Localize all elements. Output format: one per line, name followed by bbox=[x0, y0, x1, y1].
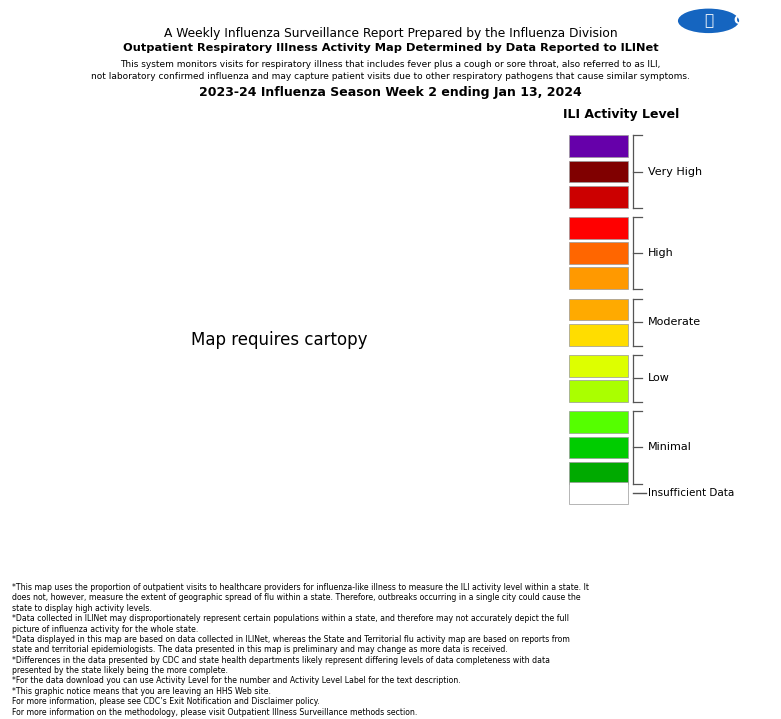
Text: *This graphic notice means that you are leaving an HHS Web site.: *This graphic notice means that you are … bbox=[12, 687, 271, 696]
Text: *Differences in the data presented by CDC and state health departments likely re: *Differences in the data presented by CD… bbox=[12, 656, 550, 664]
Text: For more information, please see CDC’s Exit Notification and Disclaimer policy.: For more information, please see CDC’s E… bbox=[12, 697, 319, 706]
Bar bbox=[569, 135, 628, 157]
Text: A Weekly Influenza Surveillance Report Prepared by the Influenza Division: A Weekly Influenza Surveillance Report P… bbox=[164, 27, 617, 40]
Bar bbox=[569, 411, 628, 433]
Text: 2023-24 Influenza Season Week 2 ending Jan 13, 2024: 2023-24 Influenza Season Week 2 ending J… bbox=[199, 86, 582, 99]
Text: CDC: CDC bbox=[734, 14, 762, 27]
Text: Moderate: Moderate bbox=[648, 317, 701, 327]
Text: High: High bbox=[648, 248, 674, 258]
Circle shape bbox=[677, 8, 740, 34]
Text: FLU: FLU bbox=[14, 6, 40, 19]
Text: 🦅: 🦅 bbox=[704, 14, 713, 28]
Bar bbox=[569, 160, 628, 183]
Text: not laboratory confirmed influenza and may capture patient visits due to other r: not laboratory confirmed influenza and m… bbox=[91, 72, 690, 81]
Bar bbox=[569, 380, 628, 402]
Bar bbox=[569, 436, 628, 459]
Text: For more information on the methodology, please visit Outpatient Illness Surveil: For more information on the methodology,… bbox=[12, 707, 417, 717]
Text: *For the data download you can use Activity Level for the number and Activity Le: *For the data download you can use Activ… bbox=[12, 677, 460, 685]
Text: state to display high activity levels.: state to display high activity levels. bbox=[12, 604, 152, 613]
Text: presented by the state likely being the more complete.: presented by the state likely being the … bbox=[12, 666, 227, 675]
Text: Low: Low bbox=[648, 373, 670, 383]
Text: interactive: interactive bbox=[29, 27, 77, 36]
Bar bbox=[569, 298, 628, 321]
Text: picture of influenza activity for the whole state.: picture of influenza activity for the wh… bbox=[12, 625, 198, 633]
Bar bbox=[569, 217, 628, 239]
Text: Very High: Very High bbox=[648, 167, 702, 177]
Bar bbox=[569, 324, 628, 346]
Bar bbox=[569, 267, 628, 289]
Bar bbox=[569, 482, 628, 504]
Text: ILI Activity Level: ILI Activity Level bbox=[562, 109, 679, 122]
Text: state and territorial epidemiologists. The data presented in this map is prelimi: state and territorial epidemiologists. T… bbox=[12, 645, 508, 654]
Text: Outpatient Respiratory Illness Activity Map Determined by Data Reported to ILINe: Outpatient Respiratory Illness Activity … bbox=[123, 43, 658, 53]
Bar bbox=[569, 355, 628, 377]
Text: *This map uses the proportion of outpatient visits to healthcare providers for i: *This map uses the proportion of outpati… bbox=[12, 583, 589, 592]
Text: This system monitors visits for respiratory illness that includes fever plus a c: This system monitors visits for respirat… bbox=[120, 60, 661, 70]
Text: Map requires cartopy: Map requires cartopy bbox=[191, 331, 367, 349]
Text: Minimal: Minimal bbox=[648, 442, 692, 452]
Bar bbox=[569, 186, 628, 208]
Bar bbox=[569, 462, 628, 484]
Text: *Data displayed in this map are based on data collected in ILINet, whereas the S: *Data displayed in this map are based on… bbox=[12, 635, 569, 644]
Text: Insufficient Data: Insufficient Data bbox=[648, 488, 734, 498]
Text: VIEW: VIEW bbox=[48, 6, 80, 19]
Bar bbox=[569, 242, 628, 264]
Text: *Data collected in ILINet may disproportionately represent certain populations w: *Data collected in ILINet may disproport… bbox=[12, 614, 569, 623]
Text: does not, however, measure the extent of geographic spread of flu within a state: does not, however, measure the extent of… bbox=[12, 593, 580, 603]
